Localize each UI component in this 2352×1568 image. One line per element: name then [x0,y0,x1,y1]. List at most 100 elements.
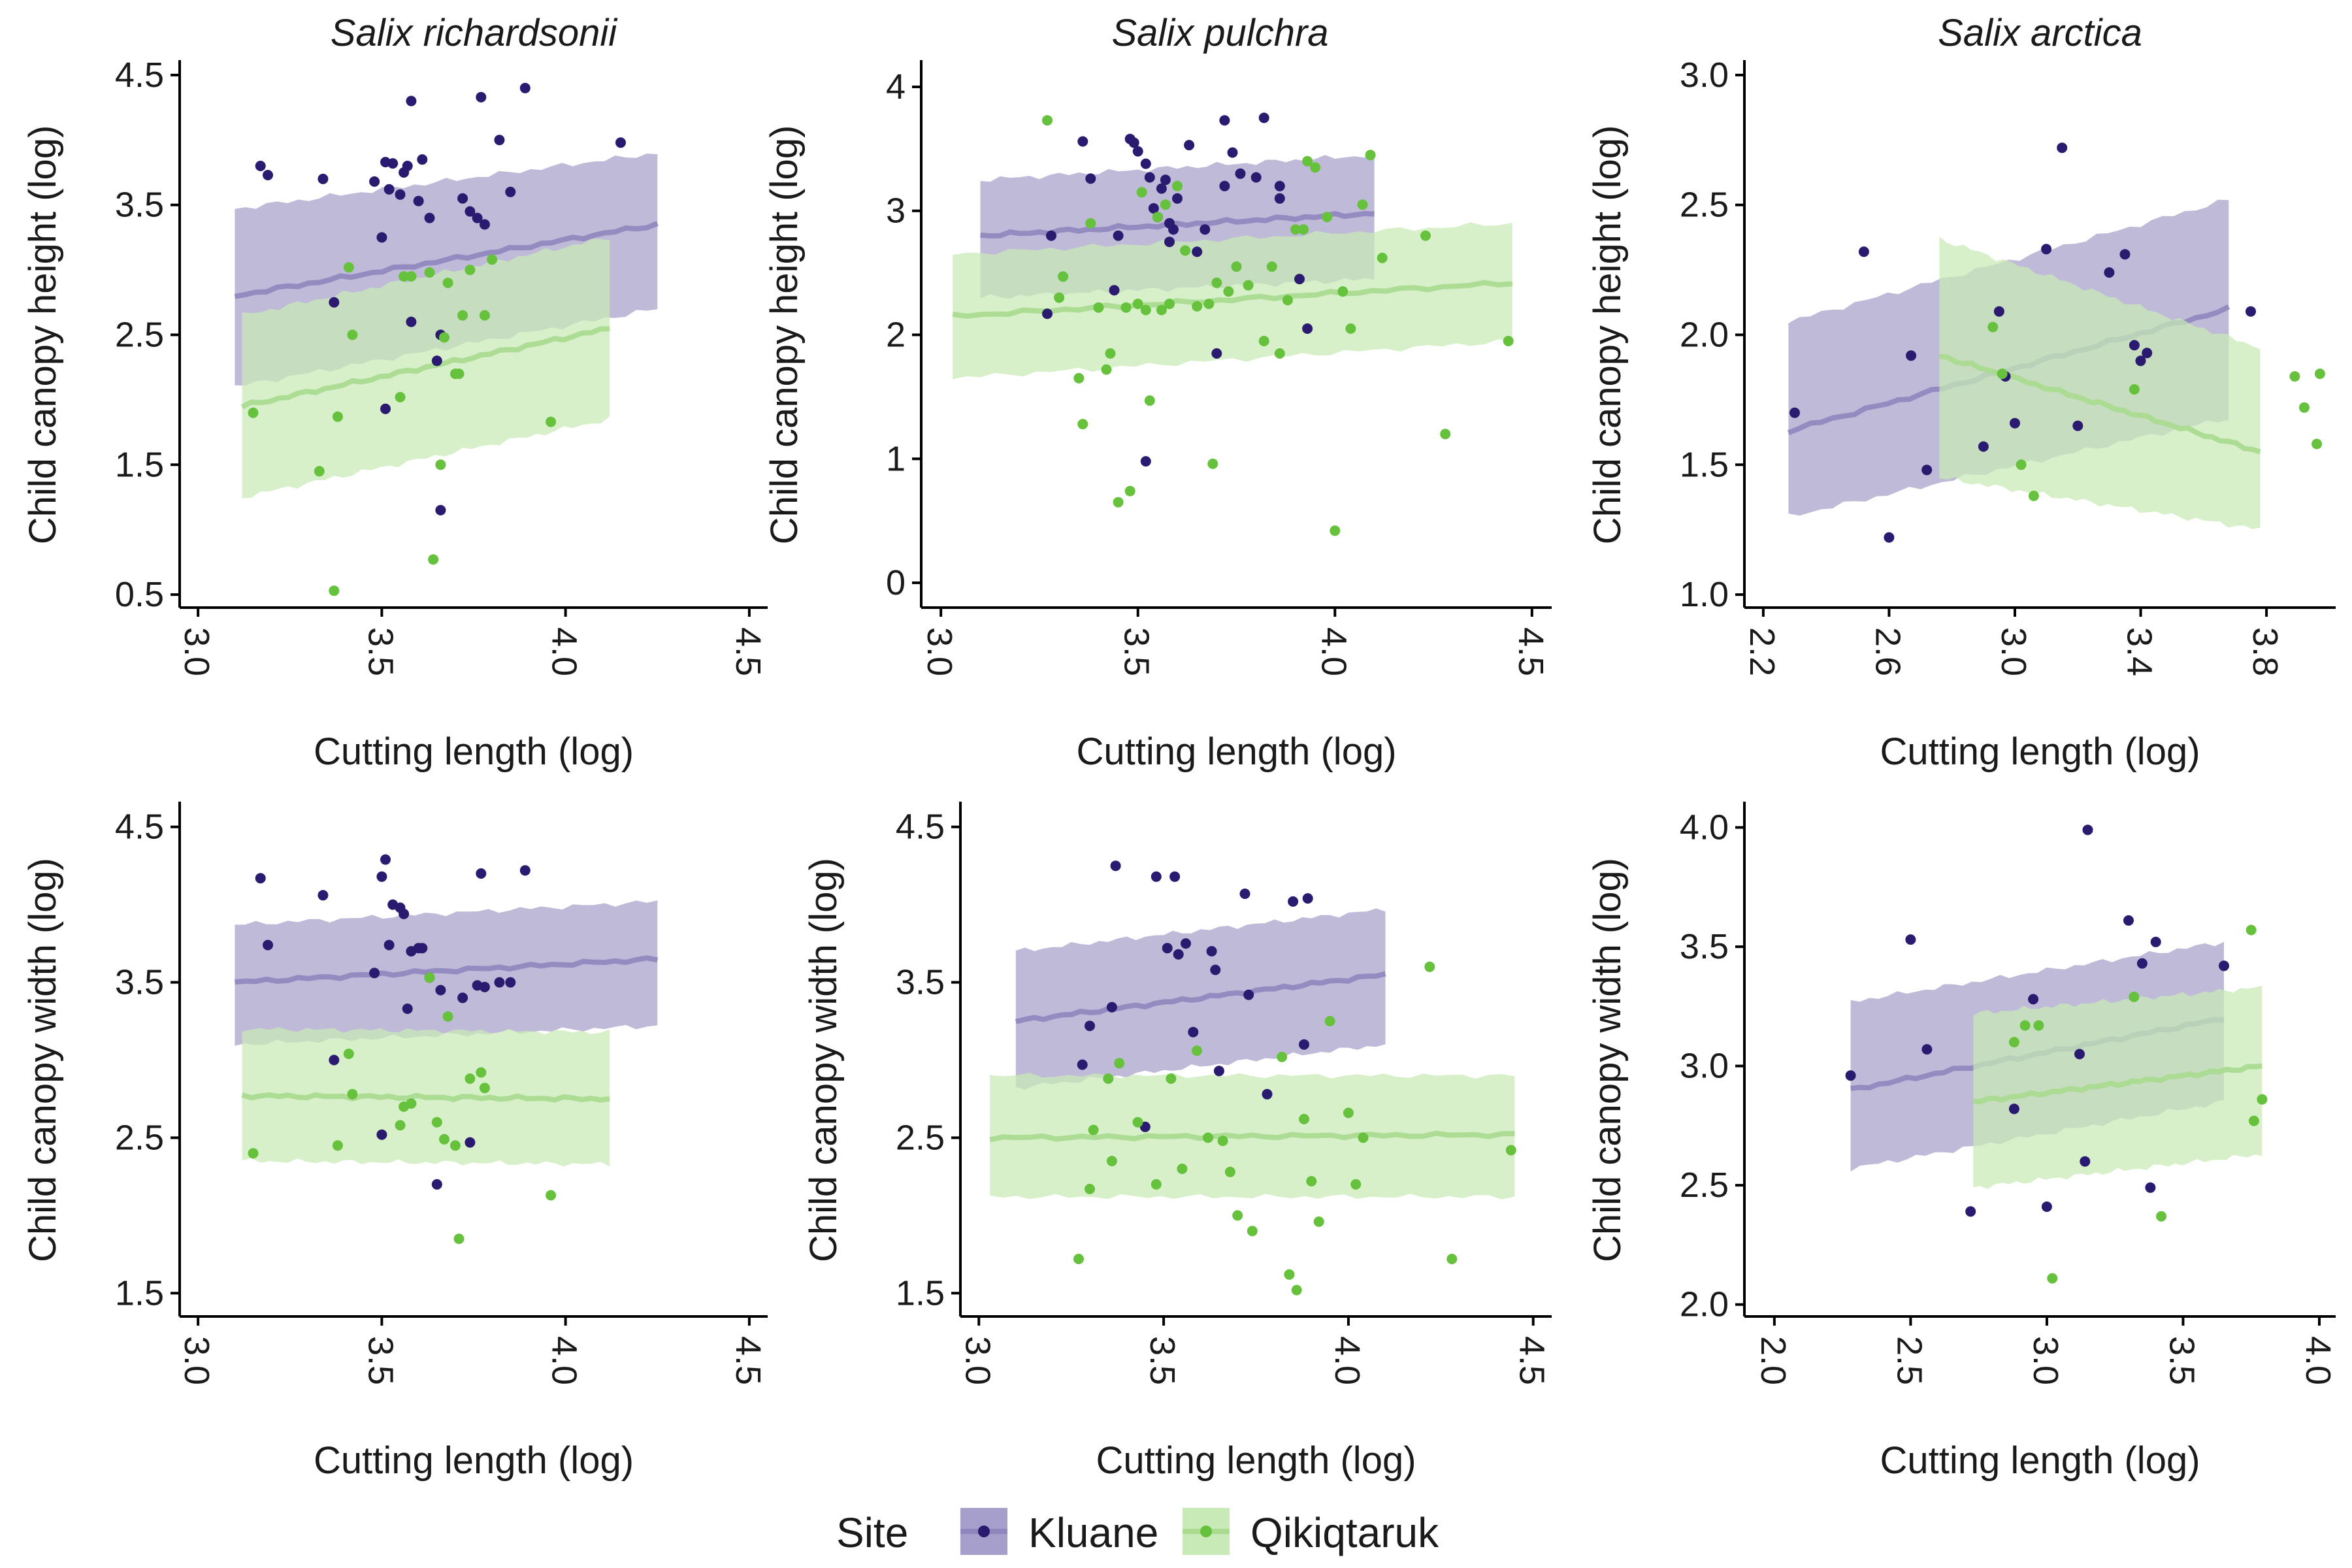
y-tick-label: 4 [886,67,906,106]
data-point-qikiqtaruk [1291,1284,1302,1296]
legend-title: Site [836,1509,908,1556]
data-point-kluane [1906,350,1917,361]
x-tick-label: 2.5 [1889,1336,1929,1385]
data-point-qikiqtaruk [1503,336,1514,346]
data-point-qikiqtaruk [476,1067,487,1078]
data-point-qikiqtaruk [1172,180,1183,191]
fit-line-kluane [234,221,659,299]
data-point-qikiqtaruk [546,1190,557,1201]
data-point-kluane [1110,860,1121,872]
data-point-qikiqtaruk [1164,299,1175,310]
y-tick-label: 1.5 [896,1273,945,1313]
data-point-kluane [402,161,413,171]
x-tick-label: 4.0 [1314,627,1353,676]
data-point-qikiqtaruk [2028,491,2039,501]
data-point-qikiqtaruk [1243,280,1254,291]
x-tick-label: 2.0 [1754,1336,1793,1385]
y-tick-label: 3.5 [115,186,164,225]
data-point-kluane [1235,168,1246,179]
data-point-qikiqtaruk [1073,372,1085,384]
y-axis-label: Child canopy width (log) [1586,858,1629,1262]
data-point-qikiqtaruk [1310,162,1321,173]
data-point-kluane [2145,1182,2156,1193]
data-point-qikiqtaruk [1113,497,1124,508]
fit-line-qikiqtaruk [240,326,610,410]
x-tick-label: 3.8 [2246,627,2285,676]
data-point-qikiqtaruk [465,265,476,276]
data-point-kluane [1077,136,1088,147]
data-point-qikiqtaruk [2008,1037,2019,1048]
y-tick-label: 2.5 [115,316,164,355]
data-point-kluane [1978,441,1989,452]
data-point-kluane [2041,1201,2052,1212]
y-tick-label: 4.5 [896,808,945,847]
data-point-qikiqtaruk [2246,924,2257,936]
panel-title: Salix arctica [1938,12,2142,54]
data-point-qikiqtaruk [453,1233,465,1245]
data-point-kluane [1845,1070,1856,1081]
panel-1: 0.5 1.5 2.5 3.5 4.5 3.0 3.5 4.0 4.5 Cutting lengt… [22,12,768,773]
data-point-kluane [1213,1066,1224,1077]
data-point-qikiqtaruk [248,1148,259,1159]
panel-title: Salix richardsonii [331,12,619,54]
panel-3: 1.0 1.5 2.0 2.5 3.0 2.2 2.6 3.0 3.4 3.8 Cutting le… [1586,12,2336,773]
data-point-qikiqtaruk [1203,1132,1213,1143]
data-point-kluane [329,297,340,308]
data-point-kluane [1144,172,1155,183]
data-point-kluane [1168,224,1179,235]
x-axis-label: Cutting length (log) [1076,730,1396,773]
y-tick-label: 4.0 [1680,808,1729,847]
data-point-qikiqtaruk [1302,155,1313,167]
data-point-qikiqtaruk [1274,348,1285,359]
data-point-kluane [519,865,531,876]
data-point-qikiqtaruk [439,1134,449,1145]
data-point-qikiqtaruk [1177,1164,1188,1174]
data-point-kluane [1858,246,1869,257]
data-point-kluane [399,908,410,919]
data-point-kluane [1140,456,1151,467]
data-point-qikiqtaruk [1217,1135,1228,1147]
data-point-qikiqtaruk [347,329,358,340]
data-point-kluane [1046,230,1056,241]
data-point-qikiqtaruk [1290,224,1301,235]
y-tick-label: 4.5 [115,56,164,95]
data-point-kluane [1302,893,1313,904]
y-tick-label: 2.5 [1680,1166,1729,1205]
data-point-qikiqtaruk [479,310,490,321]
data-point-kluane [494,977,505,988]
data-point-qikiqtaruk [347,1088,358,1100]
data-point-kluane [2135,355,2146,367]
x-axis-label: Cutting length (log) [1880,1439,2200,1482]
data-point-qikiqtaruk [2311,438,2323,449]
data-point-kluane [2129,340,2140,351]
data-point-qikiqtaruk [1343,1107,1354,1119]
data-point-kluane [2219,960,2229,972]
y-tick-label: 3.5 [115,963,164,1002]
data-point-kluane [1884,532,1895,543]
y-axis-label: Child canopy height (log) [1586,125,1629,545]
y-axis-label: Child canopy height (log) [763,125,806,545]
data-point-kluane [1227,147,1238,158]
panels: 0.5 1.5 2.5 3.5 4.5 3.0 3.5 4.0 4.5 Cutting lengt… [22,12,2338,1482]
data-point-qikiqtaruk [1324,1016,1335,1026]
x-tick-label: 3.0 [177,1336,216,1385]
credible-band-qikiqtaruk [1939,237,2261,529]
data-point-kluane [1151,871,1162,882]
data-point-qikiqtaruk [435,459,446,470]
data-point-qikiqtaruk [1180,245,1191,256]
x-tick-label: 4.5 [728,627,768,676]
data-point-kluane [1132,146,1143,157]
legend-key-qikiqtaruk-point [1200,1526,1212,1537]
data-point-kluane [376,1129,387,1140]
data-point-qikiqtaruk [1152,212,1163,223]
data-point-qikiqtaruk [1085,218,1096,229]
data-point-kluane [413,195,424,206]
data-point-qikiqtaruk [1073,1254,1084,1264]
data-point-qikiqtaruk [1223,286,1234,297]
data-point-qikiqtaruk [1313,1216,1324,1227]
data-point-kluane [1173,949,1184,960]
data-point-kluane [380,403,391,414]
data-point-kluane [1294,274,1305,285]
data-point-qikiqtaruk [439,332,449,343]
